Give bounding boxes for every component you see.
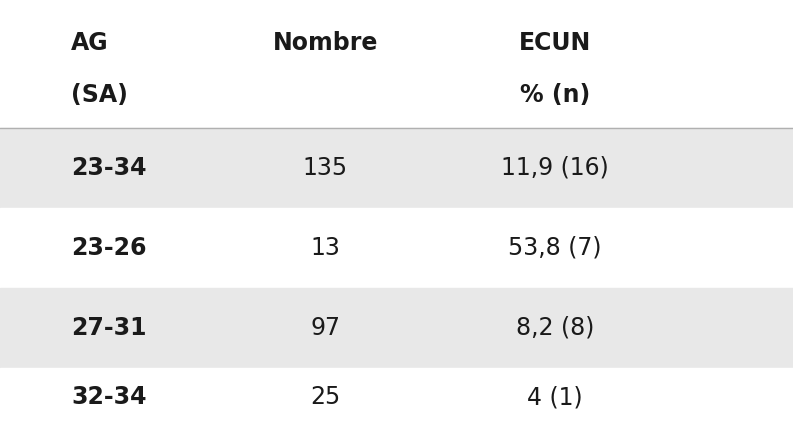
- Text: % (n): % (n): [520, 83, 590, 107]
- Text: 135: 135: [303, 156, 347, 180]
- Text: ECUN: ECUN: [519, 31, 592, 55]
- Text: AG: AG: [71, 31, 109, 55]
- Text: 32-34: 32-34: [71, 385, 147, 409]
- Text: 23-34: 23-34: [71, 156, 147, 180]
- Bar: [0, 288, 793, 368]
- Text: (SA): (SA): [71, 83, 128, 107]
- Text: 27-31: 27-31: [71, 316, 147, 340]
- Bar: [0, 10, 793, 128]
- Bar: [0, 208, 793, 288]
- Text: 8,2 (8): 8,2 (8): [516, 316, 594, 340]
- Text: 25: 25: [310, 385, 340, 409]
- Text: 53,8 (7): 53,8 (7): [508, 236, 602, 260]
- Text: 13: 13: [310, 236, 340, 260]
- Text: 97: 97: [310, 316, 340, 340]
- Text: 4 (1): 4 (1): [527, 385, 583, 409]
- Text: 23-26: 23-26: [71, 236, 147, 260]
- Text: Nombre: Nombre: [273, 31, 377, 55]
- Bar: [0, 368, 793, 426]
- Bar: [0, 128, 793, 208]
- Text: 11,9 (16): 11,9 (16): [501, 156, 609, 180]
